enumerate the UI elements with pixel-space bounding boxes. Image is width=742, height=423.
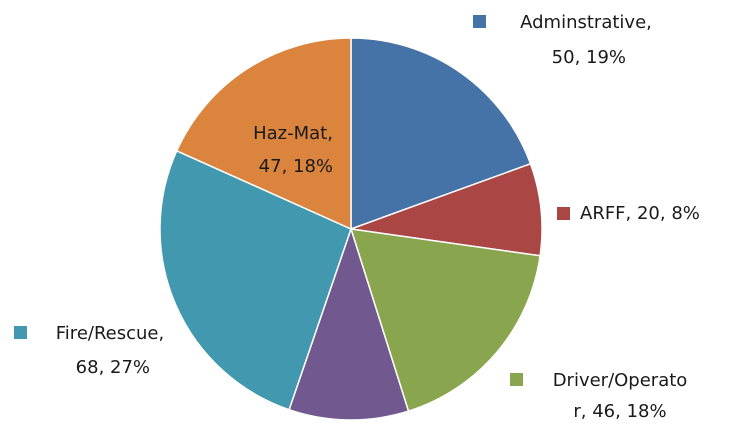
data-label-line: 68, 27% [70, 357, 150, 378]
data-label: ARFF, 20, 8% [580, 203, 700, 224]
data-label: Driver/Operato r, 46, 18% [553, 370, 688, 422]
pie-slice [288, 226, 410, 421]
data-label-line: r, 46, 18% [573, 401, 666, 422]
data-label-line: Haz-Mat, [253, 123, 333, 144]
data-label: Adminstrative, 50, 19% [520, 12, 652, 68]
pie-slice [159, 149, 352, 411]
data-label-line: ARFF, 20, 8% [580, 203, 700, 224]
data-label-line: 47, 18% [253, 156, 333, 177]
data-label-line: Driver/Operato [553, 370, 688, 391]
data-label: Haz-Mat, 47, 18% [253, 123, 333, 177]
data-label-line: 50, 19% [546, 47, 626, 68]
pie-slice [349, 228, 541, 413]
legend-key [557, 207, 570, 220]
pie-slice [175, 37, 352, 231]
legend-key [510, 373, 523, 386]
data-label-line: Adminstrative, [520, 12, 652, 33]
pie-slice [350, 162, 543, 257]
legend-key [473, 15, 486, 28]
data-label: Fire/Rescue, 68, 27% [56, 323, 164, 378]
pie-slice [350, 37, 532, 231]
legend-key [14, 326, 27, 339]
data-label-line: Fire/Rescue, [56, 323, 164, 344]
